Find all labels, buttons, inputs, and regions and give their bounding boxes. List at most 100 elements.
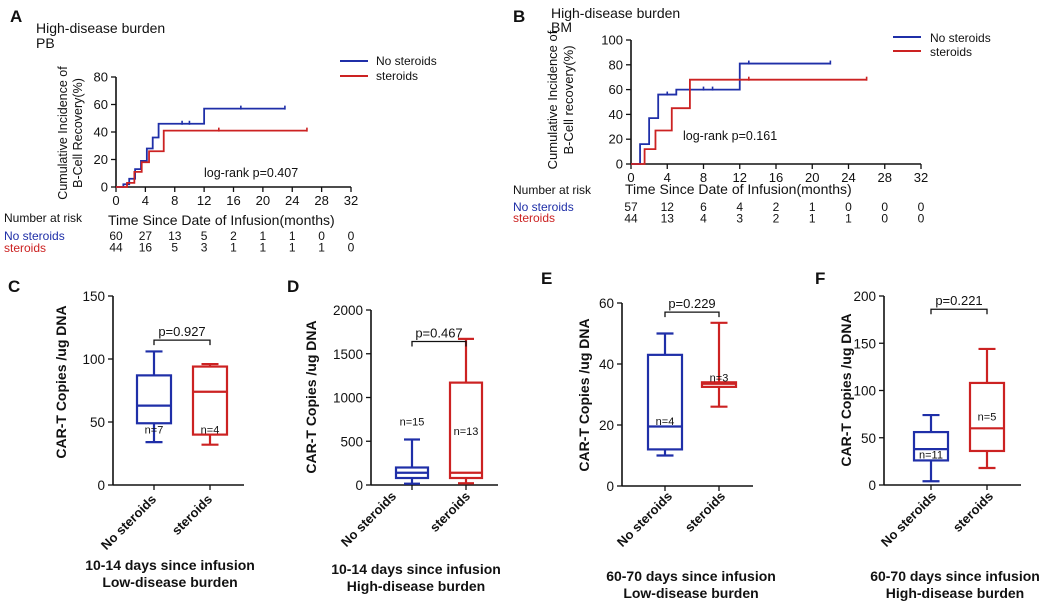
x-tick-label: 12 [733,170,747,185]
n-label: n=11 [919,450,943,462]
x-tick-label: 20 [805,170,819,185]
box-iqr [646,353,684,451]
panel-b-ylabel-1: Cumulative Incidence of [545,30,560,169]
series-line-no-steroids [631,62,831,165]
panel-letter-d: D [287,277,299,296]
panel-d-xlabel-steroids: steroids [427,489,473,535]
panel-b-risk-title: Number at risk [513,183,592,197]
risk-value: 16 [139,241,153,255]
n-label: n=4 [201,424,220,436]
panel-f-subtitle-2: High-disease burden [886,585,1024,601]
x-tick-label: 4 [142,193,149,208]
risk-value: 0 [845,200,852,214]
y-tick-label: 1000 [333,391,363,406]
x-tick-label: 4 [664,170,671,185]
panel-d-box: CAR-T Copies /ug DNA 0 500 1000 1500 2000 n=1… [303,303,501,594]
panel-a-km: High-disease burden PB Cumulative Incide… [4,20,437,255]
panel-c-xlabel-steroids: steroids [169,492,215,538]
x-tick-label: 16 [769,170,783,185]
panel-a-logrank: log-rank p=0.407 [204,166,298,180]
y-tick-label: 200 [853,289,876,304]
panel-a-title: High-disease burden [36,20,165,36]
box-iqr [191,365,229,436]
panel-e-box: CAR-T Copies /ug DNA 0 20 40 60 n=4 n=3 p=0.22… [576,296,776,601]
risk-value: 3 [201,241,208,255]
p-value: p=0.221 [935,293,982,308]
risk-value: 27 [139,229,153,243]
y-tick-label: 0 [616,157,623,172]
risk-value: 0 [881,200,888,214]
y-tick-label: 0 [355,478,363,493]
panel-e-subtitle-1: 60-70 days since infusion [606,568,776,584]
panel-d-ylabel: CAR-T Copies /ug DNA [303,320,319,473]
panel-e-plot: 0 20 40 60 n=4 n=3 p=0.229 [599,296,753,494]
x-tick-label: 0 [112,193,119,208]
p-value: p=0.927 [158,324,205,339]
risk-value: 44 [624,212,638,226]
risk-value: 13 [661,212,675,226]
significance-bracket [411,340,467,347]
box-iqr [448,381,484,480]
y-tick-label: 20 [599,418,614,433]
y-tick-label: 0 [97,478,105,493]
panel-b-series [631,60,868,165]
y-tick-label: 100 [853,384,876,399]
panel-b-km: High-disease burden BM Cumulative Incide… [513,5,991,226]
risk-value: 1 [845,212,852,226]
panel-f-box: CAR-T Copies /ug DNA 0 50 100 150 200 n=11 n=5… [838,289,1040,601]
panel-letter-f: F [815,269,825,288]
risk-value: 1 [809,200,816,214]
panel-a-axes: 0 20 40 60 80 0 4 8 12 16 20 24 28 32 [94,70,359,209]
x-tick-label: 20 [256,193,270,208]
risk-value: 1 [318,241,325,255]
series-line-no-steroids [116,107,285,188]
risk-value: 2 [773,212,780,226]
panel-letter-c: C [8,277,20,296]
y-tick-label: 80 [94,70,108,85]
risk-value: 4 [700,212,707,226]
risk-value: 4 [736,200,743,214]
legend-no-steroids-label: No steroids [376,54,437,68]
panel-a-series [116,105,308,188]
panel-a-risk-title: Number at risk [4,211,83,225]
panel-a-risk-table: 60 27 13 5 2 1 1 0 044 16 5 3 1 1 1 1 0 [109,229,354,255]
y-tick-label: 0 [101,180,108,195]
p-value: p=0.467 [415,326,462,341]
n-label: n=15 [400,417,425,429]
box-no-steroids: n=7 [135,350,173,444]
risk-value: 5 [201,229,208,243]
panel-e-xlabel-steroids: steroids [682,489,728,535]
panel-a-ylabel-2: B-Cell Recovery(%) [71,78,85,188]
p-value: p=0.229 [668,296,715,311]
legend-steroids-label: steroids [376,69,418,83]
y-tick-label: 60 [94,97,108,112]
panel-a-subtitle: PB [36,35,55,51]
panel-f-xlabel-steroids: steroids [950,489,996,535]
risk-value: 1 [230,241,237,255]
panel-letter-e: E [541,269,552,288]
x-tick-label: 28 [314,193,328,208]
panel-c-xlabel-no-steroids: No steroids [98,492,159,553]
y-tick-label: 20 [609,132,623,147]
risk-value: 0 [318,229,325,243]
risk-value: 0 [348,241,355,255]
box-no-steroids: n=15 [394,417,430,485]
n-label: n=13 [454,426,479,438]
panel-b-legend: No steroids steroids [893,31,991,59]
panel-e-ylabel: CAR-T Copies /ug DNA [576,318,592,471]
risk-value: 12 [661,200,675,214]
y-tick-label: 0 [606,479,614,494]
risk-value: 1 [260,241,267,255]
panel-f-subtitle-1: 60-70 days since infusion [870,568,1040,584]
panel-b-ylabel-2: B-Cell recovery(%) [561,45,576,154]
x-tick-label: 32 [344,193,358,208]
panel-c-subtitle-1: 10-14 days since infusion [85,557,255,573]
x-tick-label: 8 [700,170,707,185]
x-tick-label: 12 [197,193,211,208]
panel-letter-b: B [513,7,525,26]
panel-c-ylabel: CAR-T Copies /ug DNA [53,305,69,458]
risk-value: 44 [109,241,123,255]
risk-value: 5 [171,241,178,255]
y-tick-label: 60 [599,296,614,311]
y-tick-label: 50 [861,431,876,446]
